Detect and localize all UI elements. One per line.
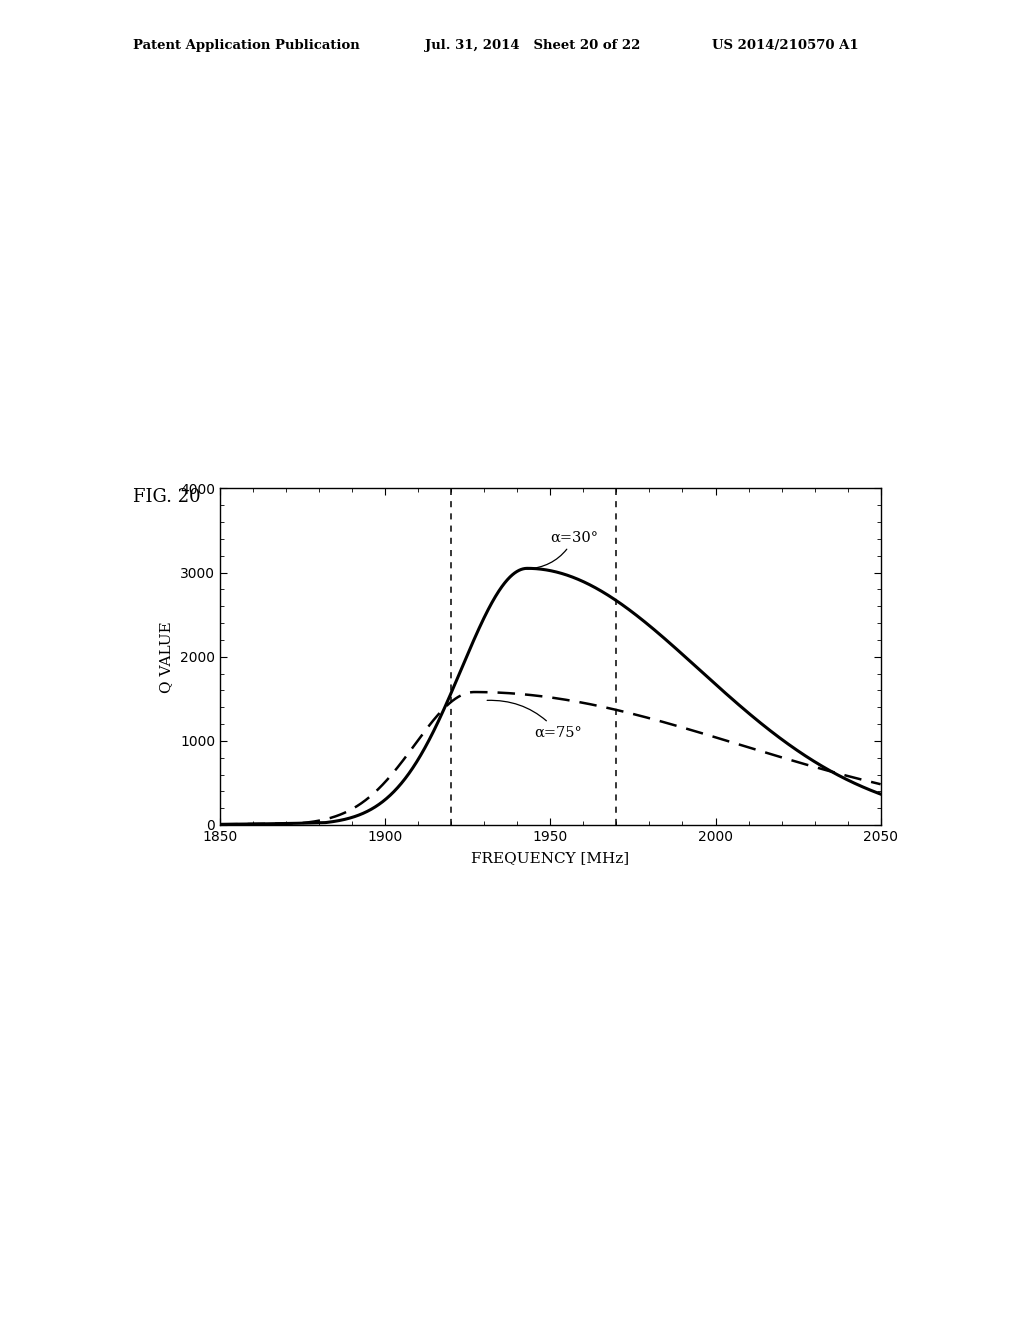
Text: US 2014/210570 A1: US 2014/210570 A1 (712, 38, 858, 51)
Text: α=30°: α=30° (526, 531, 598, 569)
Text: FIG. 20: FIG. 20 (133, 487, 201, 506)
Text: Jul. 31, 2014   Sheet 20 of 22: Jul. 31, 2014 Sheet 20 of 22 (425, 38, 640, 51)
Y-axis label: Q VALUE: Q VALUE (159, 620, 173, 693)
Text: Patent Application Publication: Patent Application Publication (133, 38, 359, 51)
Text: α=75°: α=75° (487, 701, 582, 739)
X-axis label: FREQUENCY [MHz]: FREQUENCY [MHz] (471, 851, 630, 865)
